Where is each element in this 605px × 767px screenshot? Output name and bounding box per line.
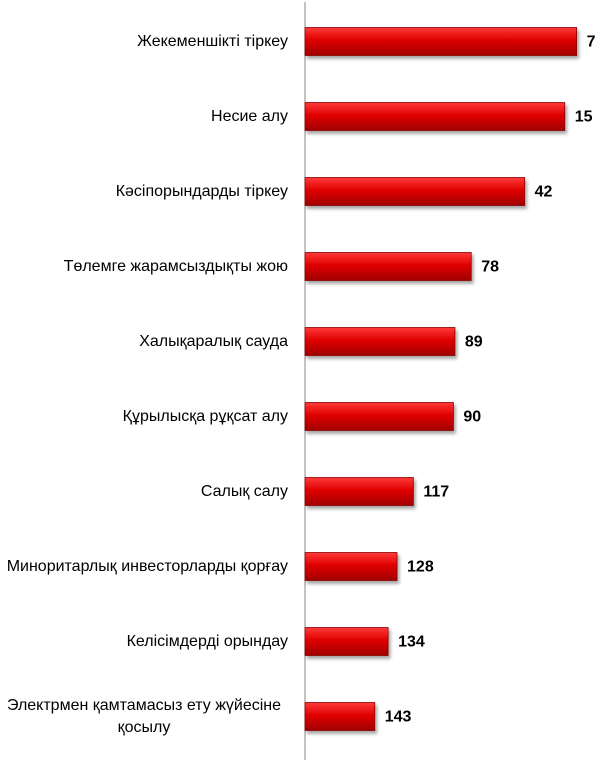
value-label: 78 [481,259,499,276]
category-label: Құрылысқа рұқсат алу [0,387,288,447]
value-label: 42 [535,184,553,201]
bar [304,627,389,656]
category-label: Салық салу [0,462,288,522]
value-label: 143 [385,709,412,726]
category-text: Миноритарлық инвесторларды қорғау [6,557,288,575]
bar [304,702,376,731]
category-text: Құрылысқа рұқсат алу [122,407,288,425]
bar [304,102,566,131]
bar [304,27,578,56]
bar [304,552,398,581]
value-label: 128 [407,559,434,576]
bar [304,477,414,506]
bar [304,252,472,281]
bar [304,177,526,206]
value-label: 7 [587,34,596,51]
category-label: Несие алу [0,87,288,147]
category-text: Жекеменшікті тіркеу [137,32,288,50]
category-text: Келісімдерді орындау [126,632,288,650]
value-label: 15 [575,109,593,126]
category-label: Келісімдерді орындау [0,612,288,672]
value-label: 89 [465,334,483,351]
category-label: Электрмен қамтамасыз ету жүйесіне қосылу [0,687,288,747]
category-label: Төлемге жарамсыздықты жою [0,237,288,297]
bar [304,327,456,356]
value-label: 134 [398,634,425,651]
category-label: Миноритарлық инвесторларды қорғау [0,537,288,597]
category-label: Кәсіпорындарды тіркеу [0,162,288,222]
value-label: 90 [463,409,481,426]
category-text: Кәсіпорындарды тіркеу [115,182,288,200]
value-label: 117 [423,484,449,501]
category-text: Халықаралық сауда [139,332,288,350]
bar [304,402,454,431]
category-text: Салық салу [200,482,288,500]
category-label: Халықаралық сауда [0,312,288,372]
category-text: Электрмен қамтамасыз ету жүйесіне қосылу [6,696,282,736]
category-text: Несие алу [211,107,288,125]
category-label: Жекеменшікті тіркеу [0,12,288,72]
category-text: Төлемге жарамсыздықты жою [63,257,288,275]
